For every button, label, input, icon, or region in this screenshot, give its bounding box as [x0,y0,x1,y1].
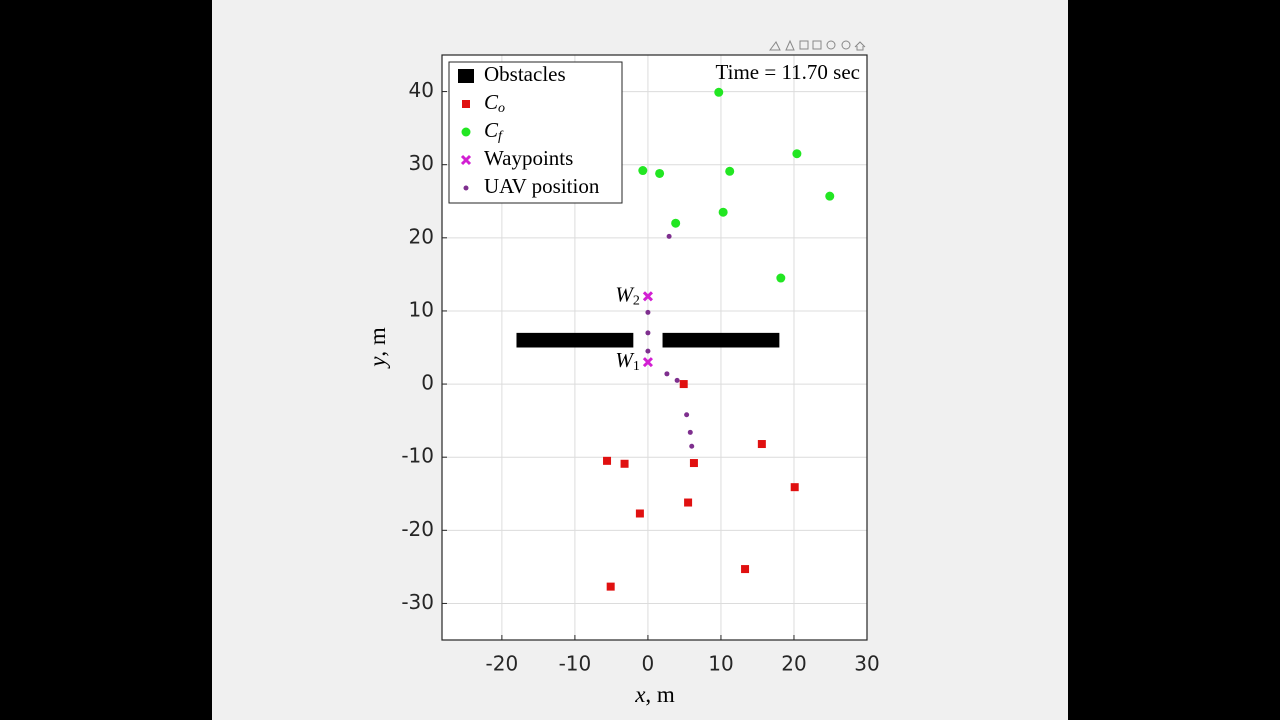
y-tick-label: 10 [409,297,434,321]
x-axis-var: x [634,682,646,707]
circle-marker [776,273,786,283]
point-label-text: W [615,348,635,372]
point-label-subscript: 2 [633,294,640,309]
circle-marker [718,207,728,217]
y-axis-label: y, m [365,327,390,369]
square-marker [679,380,688,389]
legend-entry: Obstacles [484,62,566,86]
dot-marker [645,330,651,336]
toolbar[interactable] [769,39,866,51]
circle-marker [638,166,648,176]
dot-marker [645,309,651,315]
home-icon[interactable] [854,41,866,51]
datatip-icon[interactable] [799,40,809,50]
brush-icon[interactable] [769,41,781,51]
x-tick-label: 20 [781,652,806,676]
circle-marker [725,166,735,176]
legend-entry: Waypoints [484,146,573,170]
y-tick-label: -10 [401,444,434,468]
legend-name: C [484,118,499,142]
square-marker [606,582,615,591]
square-marker [757,440,766,449]
annotation: Time = 11.70 sec [716,60,860,84]
legend-entry: Cf [484,118,504,144]
dot-marker [689,443,695,449]
square-marker [684,498,693,507]
circle-marker [714,87,724,97]
x-marker [642,291,653,302]
x-tick-label: -10 [559,652,592,676]
circle-marker [825,191,835,201]
legend-subscript: o [498,101,505,116]
legend-marker [461,127,471,137]
y-tick-label: 20 [409,224,434,248]
zoom-in-icon[interactable] [826,40,836,50]
legend-name: C [484,90,499,114]
point-label-text: W [615,282,635,306]
x-tick-label: 0 [642,652,655,676]
y-axis-var: y [365,356,390,369]
x-tick-label: 30 [854,652,879,676]
obstacle [662,332,780,348]
dot-marker [645,348,651,354]
square-marker [741,565,750,574]
zoom-out-icon[interactable] [841,40,851,50]
legend-box [448,61,623,204]
point-label: W1 [615,348,640,374]
export-icon[interactable] [785,39,795,51]
legend-name: Obstacles [484,62,566,86]
x-tick-label: -20 [486,652,519,676]
square-marker [603,456,612,465]
dot-marker [684,412,690,418]
legend-name: UAV position [484,174,600,198]
y-tick-label: 40 [409,78,434,102]
circle-marker [792,149,802,159]
legend-subscript: f [498,129,504,144]
dot-marker [674,377,680,383]
square-marker [635,509,644,518]
legend-marker [460,154,472,166]
obstacle [516,332,634,348]
legend-marker [463,185,469,191]
legend-marker [458,69,474,83]
circle-marker [671,218,681,228]
pan-icon[interactable] [812,40,822,50]
dot-marker [666,233,672,239]
y-tick-label: -20 [401,517,434,541]
square-marker [620,459,629,468]
y-tick-label: -30 [401,590,434,614]
point-label-subscript: 1 [633,359,640,374]
circle-marker [655,168,665,178]
square-marker [689,459,698,468]
legend-entry: UAV position [484,174,600,198]
dot-marker [664,371,670,377]
x-axis-label: x, m [634,682,675,707]
square-marker [790,483,799,492]
x-tick-label: 10 [708,652,733,676]
legend-marker [462,100,470,108]
dot-marker [687,429,693,435]
y-axis-unit: , m [365,327,390,357]
point-label: W2 [615,282,640,308]
axes-box [441,54,868,641]
y-tick-label: 30 [409,151,434,175]
y-tick-label: 0 [421,371,434,395]
legend-name: Waypoints [484,146,573,170]
legend-entry: Co [484,90,505,116]
x-marker [642,357,653,368]
x-axis-unit: , m [645,682,675,707]
